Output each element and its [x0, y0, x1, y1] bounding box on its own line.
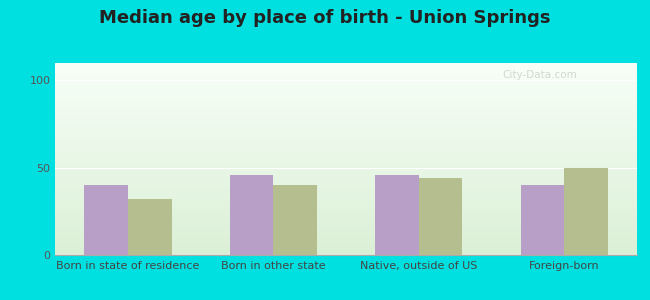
- Bar: [419, 178, 462, 255]
- Bar: [84, 185, 128, 255]
- Bar: [375, 175, 419, 255]
- Bar: [128, 199, 172, 255]
- Text: Median age by place of birth - Union Springs: Median age by place of birth - Union Spr…: [99, 9, 551, 27]
- Bar: [564, 168, 608, 255]
- Bar: [274, 185, 317, 255]
- Text: City-Data.com: City-Data.com: [502, 70, 577, 80]
- Bar: [230, 175, 274, 255]
- Bar: [521, 185, 564, 255]
